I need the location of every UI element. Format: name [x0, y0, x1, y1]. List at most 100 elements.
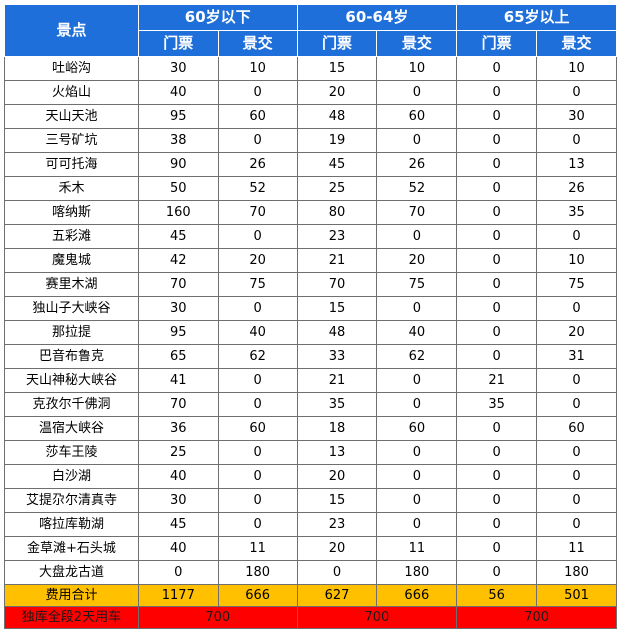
price-cell: 0 — [217, 440, 298, 465]
price-cell: 20 — [376, 248, 458, 273]
price-cell: 26 — [217, 152, 298, 177]
price-cell: 0 — [376, 80, 458, 105]
subheader-ticket: 门票 — [137, 30, 219, 57]
total-cell: 666 — [217, 584, 298, 607]
price-cell: 0 — [456, 536, 538, 561]
table-row: 赛里木湖 70 75 70 75 0 75 — [4, 272, 617, 297]
price-cell: 23 — [296, 224, 378, 249]
table-body: 吐峪沟 30 10 15 10 0 10 火焰山 40 0 20 0 0 0 天山天池 95 60 48 60 0 30… — [4, 56, 617, 585]
price-cell: 75 — [376, 272, 458, 297]
table-row: 独山子大峡谷 30 0 15 0 0 0 — [4, 296, 617, 321]
price-cell: 10 — [217, 56, 298, 81]
spot-name-cell: 吐峪沟 — [4, 56, 139, 81]
subheader-ticket: 门票 — [296, 30, 378, 57]
price-cell: 31 — [536, 344, 617, 369]
spot-name-cell: 喀纳斯 — [4, 200, 139, 225]
spot-name-cell: 魔鬼城 — [4, 248, 139, 273]
total-cell: 56 — [456, 584, 538, 607]
price-cell: 60 — [376, 416, 458, 441]
price-cell: 10 — [536, 248, 617, 273]
price-cell: 18 — [296, 416, 378, 441]
price-cell: 0 — [376, 392, 458, 417]
total-label: 费用合计 — [4, 584, 139, 607]
table-row: 温宿大峡谷 36 60 18 60 0 60 — [4, 416, 617, 441]
price-cell: 0 — [456, 464, 538, 489]
price-cell: 0 — [217, 512, 298, 537]
price-cell: 30 — [536, 104, 617, 129]
price-cell: 48 — [296, 104, 378, 129]
price-cell: 0 — [456, 176, 538, 201]
price-cell: 0 — [456, 56, 538, 81]
price-cell: 0 — [536, 488, 617, 513]
price-cell: 0 — [137, 560, 219, 585]
table-row: 那拉提 95 40 48 40 0 20 — [4, 320, 617, 345]
price-cell: 0 — [456, 512, 538, 537]
price-cell: 30 — [137, 296, 219, 321]
price-cell: 0 — [536, 464, 617, 489]
price-cell: 45 — [137, 512, 219, 537]
price-cell: 13 — [296, 440, 378, 465]
price-cell: 0 — [536, 368, 617, 393]
price-cell: 11 — [376, 536, 458, 561]
subheader-transit: 景交 — [376, 30, 458, 57]
price-cell: 0 — [456, 440, 538, 465]
price-cell: 52 — [217, 176, 298, 201]
table-row: 天山天池 95 60 48 60 0 30 — [4, 104, 617, 129]
price-table: 景点 60岁以下 60-64岁 65岁以上 门票 景交 门票 景交 门票 景交 … — [4, 4, 617, 629]
price-cell: 0 — [376, 296, 458, 321]
price-cell: 45 — [296, 152, 378, 177]
table-row: 莎车王陵 25 0 13 0 0 0 — [4, 440, 617, 465]
car-cost-cell: 700 — [137, 606, 298, 629]
car-label: 独库全段2天用车 — [4, 606, 139, 629]
price-cell: 0 — [456, 104, 538, 129]
price-cell: 40 — [137, 80, 219, 105]
price-cell: 11 — [536, 536, 617, 561]
price-cell: 0 — [536, 392, 617, 417]
spot-name-cell: 金草滩+石头城 — [4, 536, 139, 561]
price-cell: 70 — [137, 272, 219, 297]
table-row: 克孜尔千佛洞 70 0 35 0 35 0 — [4, 392, 617, 417]
price-cell: 0 — [456, 200, 538, 225]
spot-name-cell: 天山神秘大峡谷 — [4, 368, 139, 393]
price-cell: 20 — [296, 464, 378, 489]
spot-name-cell: 白沙湖 — [4, 464, 139, 489]
price-cell: 21 — [456, 368, 538, 393]
price-cell: 0 — [376, 128, 458, 153]
price-cell: 60 — [217, 416, 298, 441]
spot-name-cell: 喀拉库勒湖 — [4, 512, 139, 537]
table-row: 可可托海 90 26 45 26 0 13 — [4, 152, 617, 177]
price-cell: 70 — [217, 200, 298, 225]
table-row: 大盘龙古道 0 180 0 180 0 180 — [4, 560, 617, 585]
spot-name-cell: 五彩滩 — [4, 224, 139, 249]
price-cell: 0 — [456, 272, 538, 297]
price-cell: 11 — [217, 536, 298, 561]
table-row: 天山神秘大峡谷 41 0 21 0 21 0 — [4, 368, 617, 393]
spot-name-cell: 那拉提 — [4, 320, 139, 345]
price-cell: 0 — [456, 560, 538, 585]
price-cell: 0 — [376, 440, 458, 465]
car-row: 独库全段2天用车 700 700 700 — [4, 606, 617, 629]
price-cell: 26 — [376, 152, 458, 177]
price-cell: 20 — [296, 536, 378, 561]
spot-name-cell: 三号矿坑 — [4, 128, 139, 153]
spot-name-cell: 火焰山 — [4, 80, 139, 105]
price-cell: 52 — [376, 176, 458, 201]
price-cell: 50 — [137, 176, 219, 201]
price-cell: 0 — [536, 128, 617, 153]
price-cell: 40 — [137, 536, 219, 561]
spot-name-cell: 可可托海 — [4, 152, 139, 177]
price-cell: 0 — [456, 488, 538, 513]
price-cell: 40 — [137, 464, 219, 489]
price-cell: 95 — [137, 104, 219, 129]
price-cell: 48 — [296, 320, 378, 345]
header-group-60-64: 60-64岁 — [296, 4, 458, 31]
price-cell: 60 — [536, 416, 617, 441]
price-cell: 40 — [217, 320, 298, 345]
price-cell: 0 — [217, 80, 298, 105]
price-cell: 62 — [376, 344, 458, 369]
price-cell: 25 — [296, 176, 378, 201]
price-cell: 0 — [456, 248, 538, 273]
subheader-transit: 景交 — [217, 30, 298, 57]
price-cell: 26 — [536, 176, 617, 201]
total-cell: 627 — [296, 584, 378, 607]
